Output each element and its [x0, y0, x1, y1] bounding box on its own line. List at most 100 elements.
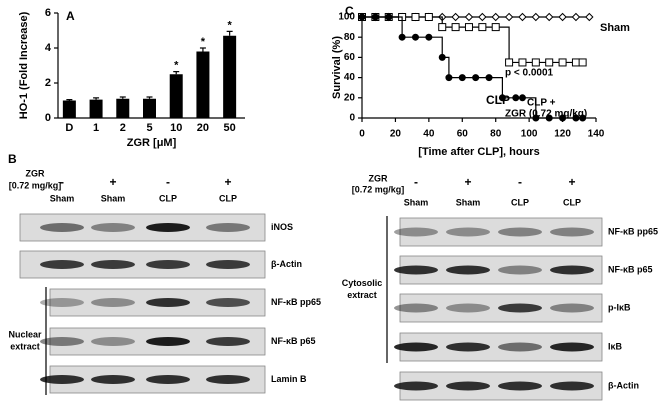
marker [505, 58, 514, 67]
marker [512, 94, 520, 102]
group-label: CLP [159, 193, 177, 203]
y-tick-label: 0 [45, 112, 51, 124]
blot-band [40, 223, 84, 232]
x-axis-label: [Time after CLP], hours [418, 146, 539, 158]
row-label: β-Actin [271, 259, 302, 269]
marker [579, 114, 587, 122]
marker [518, 12, 527, 22]
row-label: iNOS [271, 222, 293, 232]
marker [472, 74, 480, 82]
row-label: NF-κB pp65 [608, 226, 658, 236]
blot-band [40, 298, 84, 307]
y-tick-label: 6 [45, 7, 51, 19]
x-tick-label: 80 [490, 129, 502, 140]
blot-band [40, 375, 84, 384]
marker [451, 12, 460, 22]
treatment-sign: - [166, 175, 170, 189]
marker [531, 12, 541, 22]
x-tick-label: 10 [170, 122, 182, 134]
blot-band [446, 265, 490, 275]
treatment-sign: + [109, 175, 116, 189]
x-tick-label: 100 [521, 129, 538, 140]
y-axis-label: HO-1 (Fold Increase) [18, 11, 30, 119]
blot-band [394, 342, 438, 352]
marker [544, 12, 554, 22]
marker [531, 58, 540, 67]
blot-band [40, 337, 84, 346]
x-tick-label: D [65, 122, 73, 134]
blot-band [91, 375, 135, 384]
marker [424, 13, 433, 21]
treatment-label: [0.72 mg/kg] [9, 180, 62, 190]
marker [425, 33, 433, 41]
marker [585, 12, 594, 22]
row-label: p-IκB [608, 302, 631, 312]
blot-band [446, 227, 490, 237]
marker [438, 53, 446, 61]
bar [89, 99, 103, 118]
blot-band [146, 223, 190, 232]
marker [532, 114, 540, 122]
treatment-sign: + [568, 175, 575, 189]
blot-band [446, 381, 490, 391]
bar [169, 74, 183, 118]
y-tick-label: 20 [344, 92, 356, 103]
blot-band [550, 265, 594, 275]
bar [116, 98, 130, 118]
blot-band [91, 298, 135, 307]
blot-band [40, 260, 84, 269]
group-label: Sham [101, 193, 126, 203]
blot-band [550, 342, 594, 352]
row-label: IκB [608, 341, 623, 351]
row-label: β-Actin [608, 380, 639, 390]
bar [143, 98, 156, 118]
bracket-label: extract [347, 290, 377, 300]
treatment-label: [0.72 mg/kg] [352, 184, 405, 194]
y-tick-label: 2 [45, 77, 51, 89]
marker [485, 74, 493, 82]
row-label: Lamin B [271, 374, 307, 384]
marker [478, 23, 487, 32]
x-tick-label: 50 [224, 122, 236, 134]
blot-band [394, 227, 438, 237]
row-label: NF-κB p65 [271, 336, 316, 346]
blot-band [146, 375, 190, 384]
marker [578, 58, 587, 67]
marker [358, 13, 366, 21]
series-label: CLP [486, 93, 510, 107]
blot-band [550, 227, 594, 237]
blot-band [498, 381, 542, 391]
x-tick-label: 2 [120, 122, 126, 134]
significance-mark: * [228, 19, 233, 31]
marker [518, 94, 526, 102]
marker [411, 13, 420, 21]
treatment-sign: - [414, 175, 418, 189]
group-label: CLP [219, 193, 237, 203]
marker [558, 58, 567, 67]
annotation: CLP + [527, 98, 556, 109]
blot-band [206, 375, 250, 384]
group-label: Sham [50, 193, 75, 203]
treatment-sign: + [464, 175, 471, 189]
group-label: Sham [404, 197, 429, 207]
marker [498, 94, 506, 102]
blot-band [206, 223, 250, 232]
x-tick-label: 120 [554, 129, 571, 140]
x-tick-label: 20 [197, 122, 209, 134]
marker [411, 33, 419, 41]
y-tick-label: 40 [344, 72, 356, 83]
marker [445, 74, 453, 82]
marker [464, 12, 474, 22]
group-label: CLP [563, 197, 581, 207]
marker [438, 23, 447, 32]
blot-band [498, 227, 542, 237]
series-label: Sham [600, 22, 630, 34]
y-tick-label: 100 [338, 12, 355, 23]
treatment-sign: - [518, 175, 522, 189]
y-tick-label: 0 [349, 113, 355, 124]
blot-band [206, 260, 250, 269]
bracket-label: Nuclear [8, 329, 42, 339]
treatment-label: ZGR [26, 168, 45, 178]
row-label: NF-κB pp65 [271, 297, 321, 307]
